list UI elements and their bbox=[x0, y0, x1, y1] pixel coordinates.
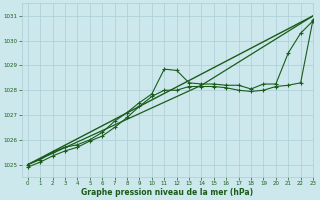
X-axis label: Graphe pression niveau de la mer (hPa): Graphe pression niveau de la mer (hPa) bbox=[81, 188, 253, 197]
